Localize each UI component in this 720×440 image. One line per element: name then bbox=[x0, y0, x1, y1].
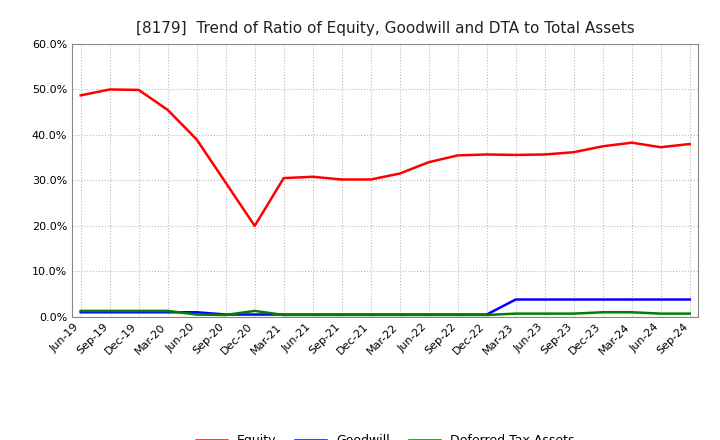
Equity bbox=[482, 152, 491, 157]
Equity bbox=[598, 143, 607, 149]
Deferred Tax Assets bbox=[163, 308, 172, 314]
Equity bbox=[279, 176, 288, 181]
Goodwill bbox=[395, 312, 404, 317]
Goodwill bbox=[251, 312, 259, 317]
Deferred Tax Assets bbox=[338, 312, 346, 318]
Equity bbox=[454, 153, 462, 158]
Deferred Tax Assets bbox=[192, 312, 201, 317]
Equity bbox=[366, 177, 375, 182]
Line: Goodwill: Goodwill bbox=[81, 300, 690, 315]
Goodwill bbox=[541, 297, 549, 302]
Equity bbox=[105, 87, 114, 92]
Deferred Tax Assets bbox=[308, 312, 317, 318]
Goodwill bbox=[511, 297, 520, 302]
Deferred Tax Assets bbox=[570, 311, 578, 316]
Equity bbox=[657, 145, 665, 150]
Goodwill bbox=[308, 312, 317, 317]
Equity bbox=[570, 150, 578, 155]
Equity bbox=[338, 177, 346, 182]
Equity bbox=[221, 180, 230, 185]
Deferred Tax Assets bbox=[366, 312, 375, 318]
Goodwill bbox=[570, 297, 578, 302]
Goodwill bbox=[135, 310, 143, 315]
Goodwill bbox=[279, 312, 288, 317]
Deferred Tax Assets bbox=[511, 311, 520, 316]
Equity bbox=[395, 171, 404, 176]
Equity bbox=[76, 93, 85, 98]
Goodwill bbox=[163, 310, 172, 315]
Line: Equity: Equity bbox=[81, 89, 690, 226]
Goodwill bbox=[76, 310, 85, 315]
Equity bbox=[135, 87, 143, 92]
Goodwill bbox=[221, 312, 230, 317]
Equity bbox=[541, 152, 549, 157]
Equity bbox=[192, 137, 201, 142]
Equity bbox=[627, 140, 636, 145]
Deferred Tax Assets bbox=[685, 311, 694, 316]
Deferred Tax Assets bbox=[105, 308, 114, 314]
Deferred Tax Assets bbox=[135, 308, 143, 314]
Goodwill bbox=[685, 297, 694, 302]
Deferred Tax Assets bbox=[541, 311, 549, 316]
Line: Deferred Tax Assets: Deferred Tax Assets bbox=[81, 311, 690, 315]
Deferred Tax Assets bbox=[657, 311, 665, 316]
Goodwill bbox=[598, 297, 607, 302]
Goodwill bbox=[105, 310, 114, 315]
Deferred Tax Assets bbox=[251, 308, 259, 314]
Goodwill bbox=[454, 312, 462, 317]
Deferred Tax Assets bbox=[279, 312, 288, 318]
Goodwill bbox=[338, 312, 346, 317]
Title: [8179]  Trend of Ratio of Equity, Goodwill and DTA to Total Assets: [8179] Trend of Ratio of Equity, Goodwil… bbox=[136, 21, 634, 36]
Equity bbox=[511, 152, 520, 158]
Legend: Equity, Goodwill, Deferred Tax Assets: Equity, Goodwill, Deferred Tax Assets bbox=[191, 429, 580, 440]
Goodwill bbox=[482, 312, 491, 317]
Goodwill bbox=[627, 297, 636, 302]
Equity bbox=[308, 174, 317, 180]
Equity bbox=[251, 223, 259, 228]
Deferred Tax Assets bbox=[221, 312, 230, 318]
Deferred Tax Assets bbox=[482, 312, 491, 318]
Deferred Tax Assets bbox=[454, 312, 462, 318]
Deferred Tax Assets bbox=[395, 312, 404, 318]
Deferred Tax Assets bbox=[424, 312, 433, 318]
Deferred Tax Assets bbox=[598, 310, 607, 315]
Deferred Tax Assets bbox=[76, 308, 85, 314]
Equity bbox=[685, 141, 694, 147]
Goodwill bbox=[192, 310, 201, 315]
Goodwill bbox=[657, 297, 665, 302]
Equity bbox=[424, 160, 433, 165]
Deferred Tax Assets bbox=[627, 310, 636, 315]
Goodwill bbox=[424, 312, 433, 317]
Equity bbox=[163, 107, 172, 113]
Goodwill bbox=[366, 312, 375, 317]
